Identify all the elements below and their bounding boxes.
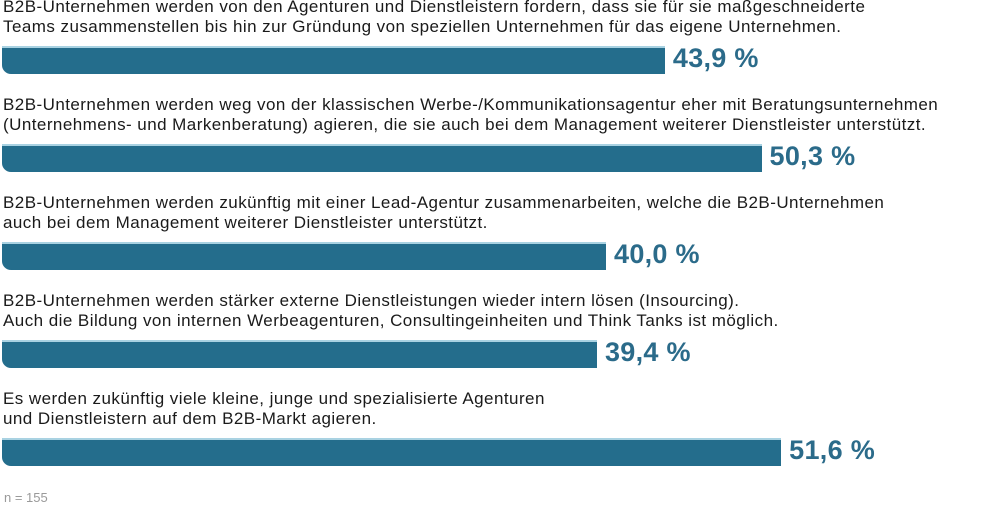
bar-item: B2B-Unternehmen werden zukünftig mit ein… (0, 193, 1000, 294)
bar-item: B2B-Unternehmen werden stärker externe D… (0, 291, 1000, 392)
value-label: 40,0 % (614, 239, 700, 269)
category-label: B2B-Unternehmen werden weg von der klass… (3, 95, 939, 134)
bar (2, 340, 597, 368)
category-label: Es werden zukünftig viele kleine, junge … (3, 389, 545, 428)
bar (2, 46, 665, 74)
sample-size-note: n = 155 (4, 490, 48, 505)
bar-item: B2B-Unternehmen werden weg von der klass… (0, 95, 1000, 196)
bar-item: Es werden zukünftig viele kleine, junge … (0, 389, 1000, 490)
category-label: B2B-Unternehmen werden von den Agenturen… (3, 0, 866, 36)
bar-item: B2B-Unternehmen werden von den Agenturen… (0, 0, 1000, 98)
bar (2, 242, 606, 270)
value-label: 39,4 % (604, 337, 691, 367)
value-label: 43,9 % (672, 43, 759, 73)
bar (2, 438, 782, 466)
value-label: 50,3 % (769, 141, 856, 171)
value-label: 51,6 % (789, 435, 876, 465)
category-label: B2B-Unternehmen werden stärker externe D… (3, 291, 779, 330)
bar (2, 144, 762, 172)
category-label: B2B-Unternehmen werden zukünftig mit ein… (3, 193, 885, 232)
